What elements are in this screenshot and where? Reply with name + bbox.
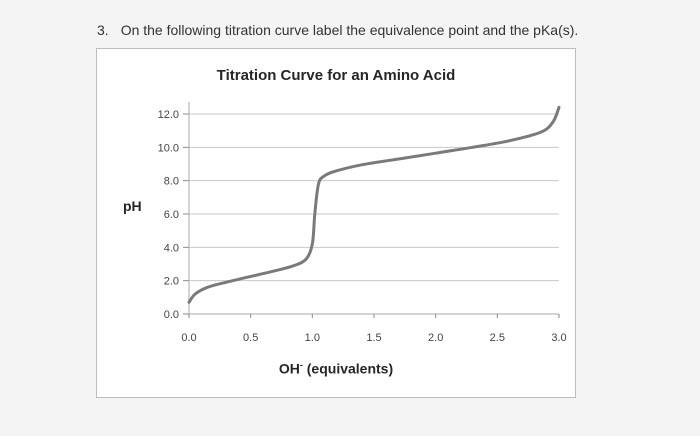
- chart-title: Titration Curve for an Amino Acid: [216, 67, 456, 84]
- x-tick-label-1: 0.5: [243, 332, 258, 344]
- x-axis-label: OH- (equivalents): [97, 360, 575, 377]
- question-body: On the following titration curve label t…: [120, 22, 579, 38]
- x-tick-label-2: 1.0: [305, 332, 320, 344]
- x-tick-label-6: 3.0: [551, 332, 566, 344]
- x-tick-label-0: 0.0: [181, 332, 196, 344]
- question-text: 3. On the following titration curve label…: [97, 22, 578, 38]
- y-tick-label-5: 10.0: [158, 142, 179, 154]
- x-tick-label-5: 2.5: [490, 332, 505, 344]
- x-axis-label-superscript: -: [299, 360, 303, 370]
- y-tick-label-2: 4.0: [164, 242, 179, 254]
- titration-curve-line: [187, 105, 561, 304]
- question-number: 3.: [97, 22, 109, 38]
- titration-plot: 0.0 2.0 4.0 6.0 8.0 10.0 12.0 0.0 0.5 1.0 1.5 2.0 2.…: [158, 102, 567, 344]
- x-axis-label-main: OH: [278, 360, 300, 377]
- y-tick-label-3: 6.0: [164, 209, 179, 221]
- y-tick-label-1: 2.0: [164, 276, 179, 288]
- chart-container: Titration Curve for an Amino Acid pH 0.0…: [96, 48, 576, 398]
- x-tick-label-3: 1.5: [366, 332, 381, 344]
- x-tick-label-4: 2.0: [428, 332, 443, 344]
- y-tick-label-0: 0.0: [164, 309, 179, 321]
- x-axis-label-rest: (equivalents): [302, 360, 394, 377]
- y-tick-label-6: 12.0: [158, 109, 179, 121]
- y-axis-label: pH: [123, 198, 142, 214]
- y-tick-label-4: 8.0: [164, 176, 179, 188]
